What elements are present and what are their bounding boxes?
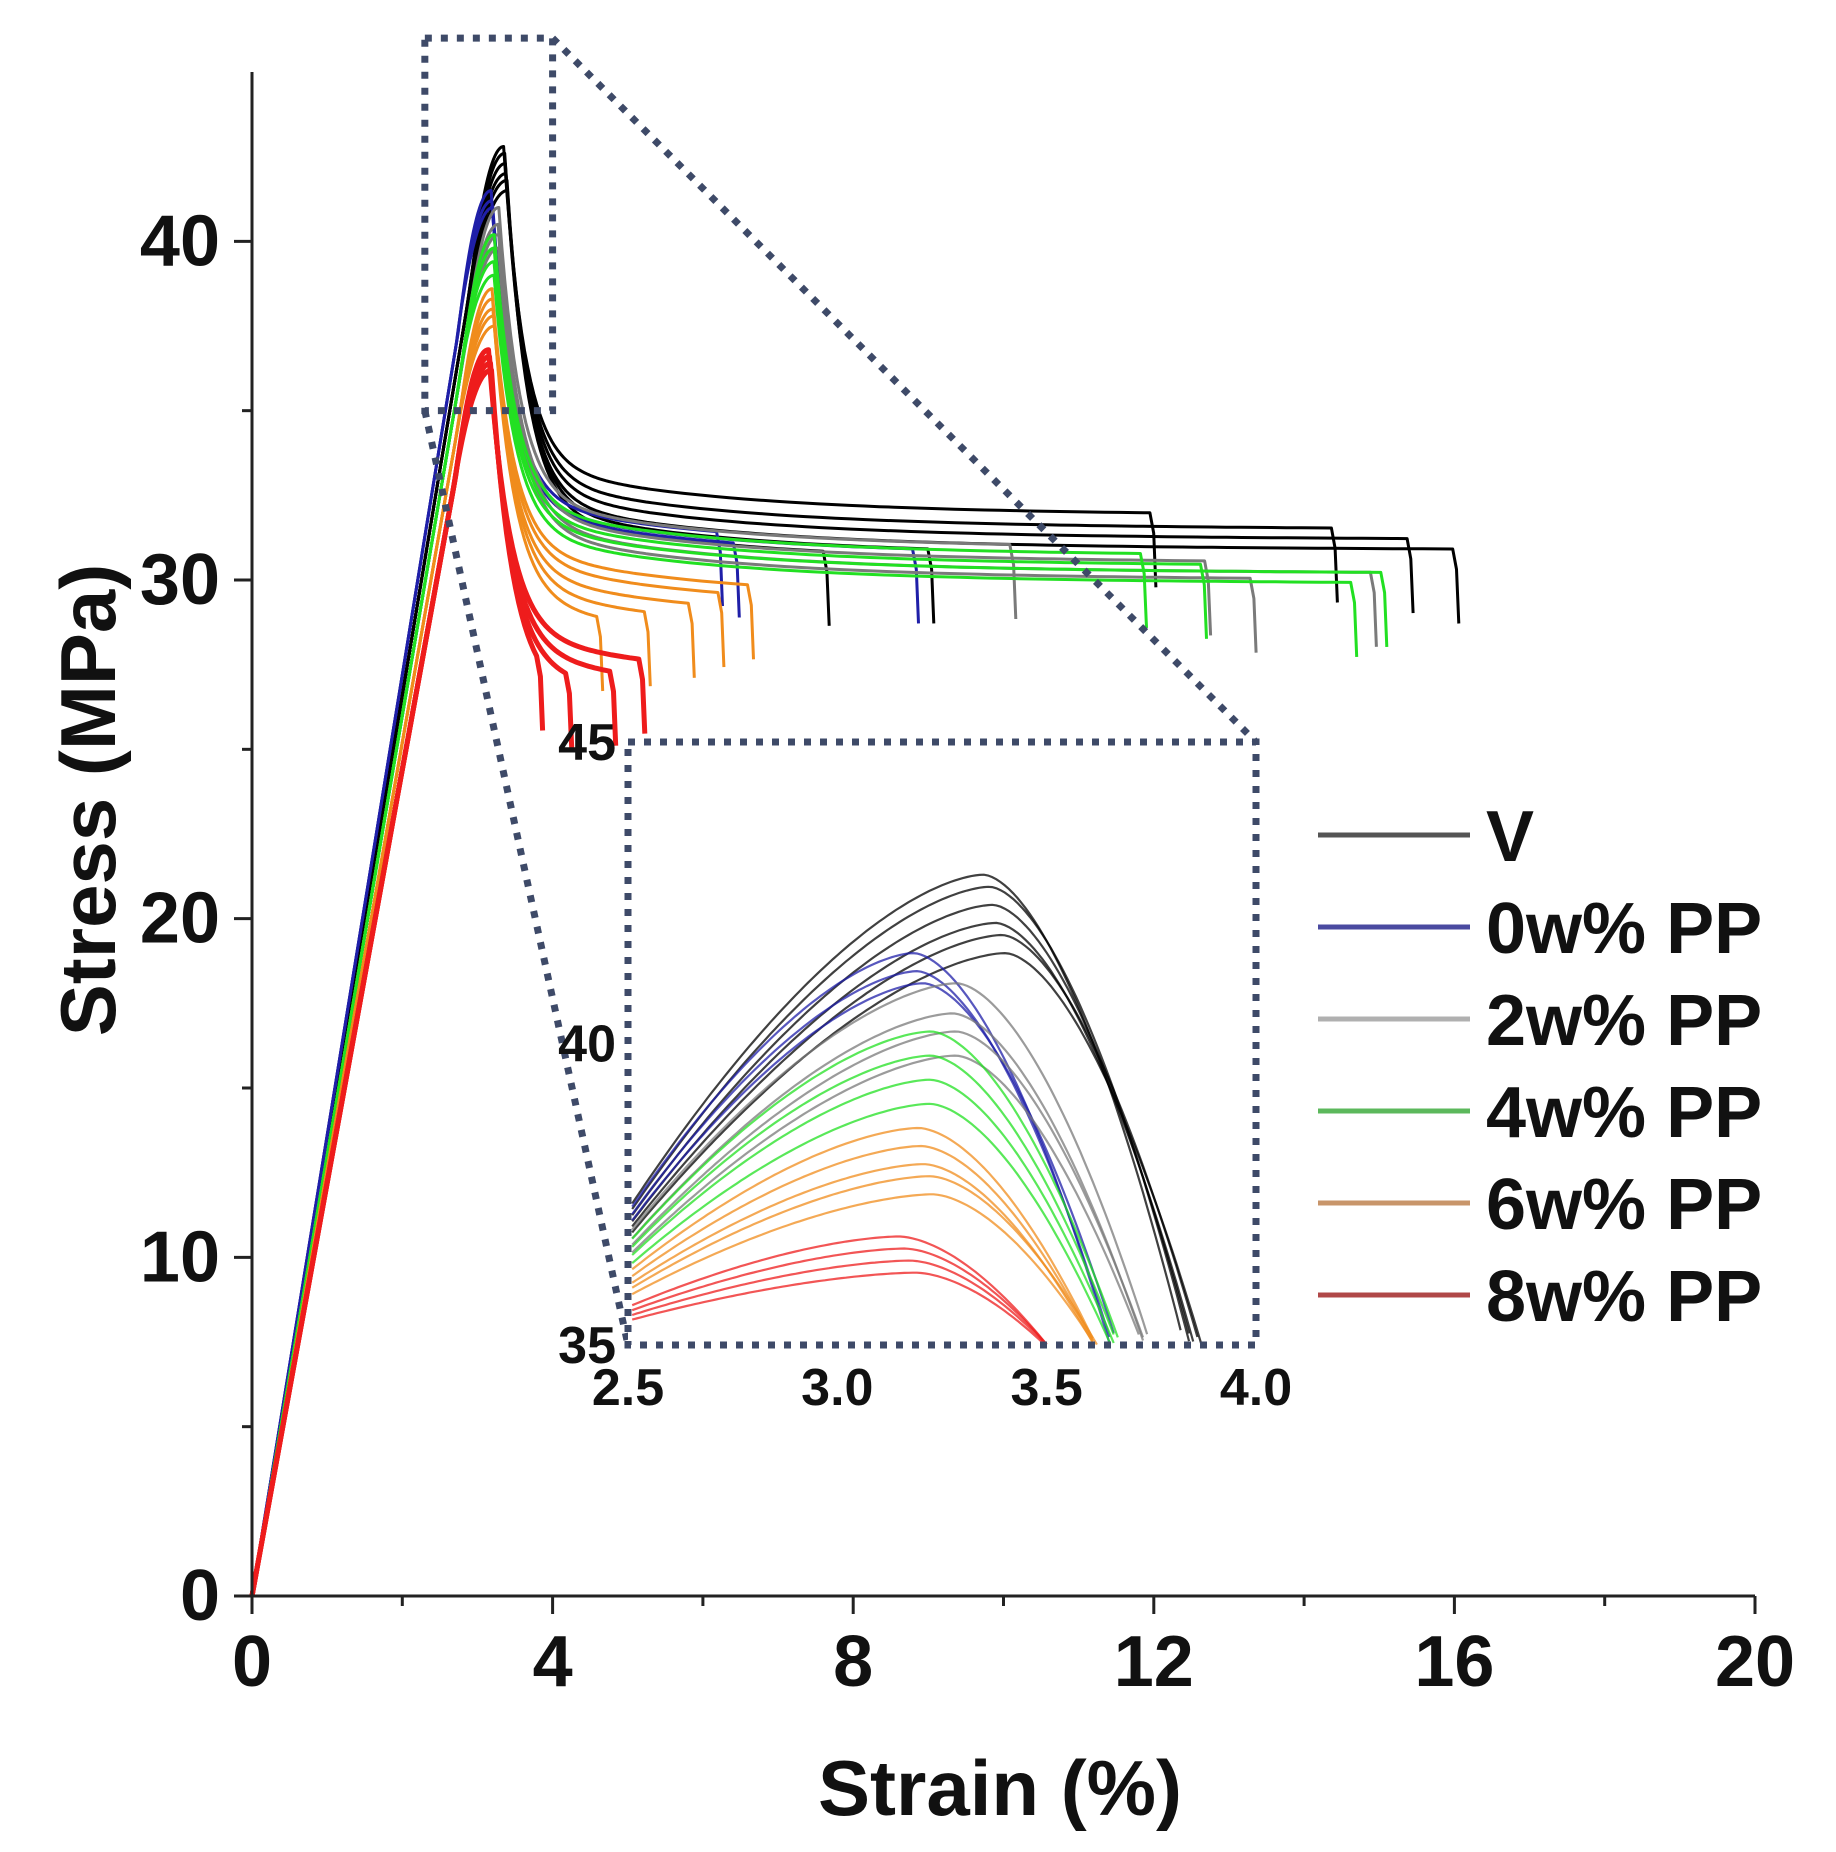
inset-background <box>628 742 1256 1345</box>
inset-8w-pp-curve-4 <box>631 1271 1044 1344</box>
inset-6w-pp-curve-3 <box>631 1163 1094 1344</box>
legend-label-2: 0w% PP <box>1486 889 1762 969</box>
inset-2w-pp-curve-1 <box>631 982 1149 1335</box>
inset-2w-pp-curve-2 <box>631 1012 1145 1341</box>
inset-8w-pp-curve-1 <box>631 1235 1048 1346</box>
inset-8w-pp-curve-3 <box>631 1259 1044 1342</box>
y-tick-label-0: 0 <box>180 1556 220 1636</box>
x-tick-label-20: 20 <box>1715 1622 1795 1702</box>
main-curves-layer <box>249 145 1461 1597</box>
legend-label-1: V <box>1486 797 1534 877</box>
inset-2w-pp-curve-4 <box>631 1054 1140 1335</box>
legend-label-4: 4w% PP <box>1486 1073 1762 1153</box>
series-8w-pp-curve-2 <box>249 354 619 1597</box>
y-tick-label-40: 40 <box>140 201 220 281</box>
inset-6w-pp-curve-4 <box>631 1175 1098 1346</box>
x-tick-label-12: 12 <box>1114 1622 1194 1702</box>
inset-v-curve-5 <box>631 933 1199 1338</box>
inset-0w-pp-curve-2 <box>631 969 1111 1338</box>
legend-label-6: 8w% PP <box>1486 1257 1762 1337</box>
zoom-guides <box>421 34 1259 1346</box>
x-tick-label-16: 16 <box>1414 1622 1494 1702</box>
y-tick-label-10: 10 <box>140 1217 220 1297</box>
y-tick-label-20: 20 <box>140 879 220 959</box>
inset-v-curve-4 <box>631 921 1195 1342</box>
inset-4w-pp-curve-2 <box>631 1054 1115 1335</box>
legend-label-5: 6w% PP <box>1486 1165 1762 1245</box>
main-axes: 0 4 8 12 16 20 0 10 20 30 40 <box>140 72 1795 1702</box>
series-4w-pp-curve-4 <box>250 273 1359 1597</box>
y-axis-title: Stress (MPa) <box>44 564 132 1037</box>
zoom-region-box <box>421 34 557 415</box>
inset-x-tick-label-2.5: 2.5 <box>592 1359 664 1417</box>
x-tick-label-4: 4 <box>533 1622 573 1702</box>
inset-4w-pp-curve-4 <box>631 1102 1111 1343</box>
inset-x-tick-label-3: 3.0 <box>801 1359 873 1417</box>
inset-8w-pp-curve-2 <box>631 1247 1048 1346</box>
inset-y-tick-label-40: 40 <box>558 1016 616 1074</box>
inset-4w-pp-curve-3 <box>631 1078 1115 1344</box>
x-tick-label-0: 0 <box>232 1622 272 1702</box>
inset-frame <box>624 738 1260 1349</box>
legend-label-3: 2w% PP <box>1486 981 1762 1061</box>
inset-v-curve-6 <box>631 951 1203 1346</box>
inset-4w-pp-curve-1 <box>631 1030 1119 1338</box>
inset-6w-pp-curve-2 <box>631 1144 1094 1341</box>
inset-y-tick-label-35: 35 <box>558 1317 616 1375</box>
x-tick-label-8: 8 <box>833 1622 873 1702</box>
x-axis-title: Strain (%) <box>818 1744 1182 1832</box>
series-8w-pp-curve-3 <box>249 360 575 1597</box>
zoom-guide-lower <box>421 409 632 1346</box>
y-tick-label-30: 30 <box>140 540 220 620</box>
inset-y-tick-label-45: 45 <box>558 714 616 772</box>
series-6w-pp-curve-5 <box>250 324 605 1597</box>
inset-x-tick-label-4: 4.0 <box>1220 1359 1292 1417</box>
inset-x-tick-label-3.5: 3.5 <box>1011 1359 1083 1417</box>
series-8w-pp-curve-4 <box>249 367 546 1597</box>
legend: V 0w% PP 2w% PP 4w% PP 6w% PP 8w% PP <box>1318 797 1762 1337</box>
inset-6w-pp-curve-5 <box>631 1193 1094 1343</box>
zoom-guide-upper <box>550 35 1259 745</box>
inset-plot: 2.5 3.0 3.5 4.0 35 40 45 <box>558 714 1292 1417</box>
inset-2w-pp-curve-3 <box>631 1030 1145 1338</box>
inset-6w-pp-curve-1 <box>631 1126 1094 1339</box>
